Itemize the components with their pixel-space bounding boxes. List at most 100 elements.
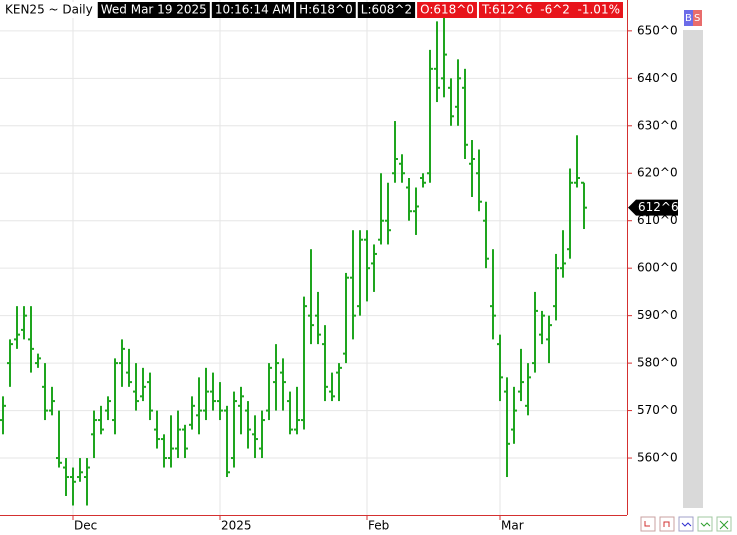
ohlc-bar: [77, 458, 83, 482]
tool-button[interactable]: [697, 516, 713, 532]
icon: [719, 520, 729, 530]
ohlc-bar: [511, 386, 517, 444]
ohlc-bar: [553, 253, 559, 321]
ohlc-bar: [14, 306, 20, 349]
ohlc-bar: [518, 348, 524, 402]
ohlc-bar: [175, 410, 181, 459]
ohlc-bar: [168, 415, 174, 468]
icon: [663, 521, 670, 527]
plot: [0, 0, 627, 515]
ohlc-bar: [210, 372, 216, 411]
ohlc-bar: [364, 230, 370, 302]
last-price-label: 612^6: [638, 200, 679, 214]
ohlc-bar: [427, 49, 433, 183]
ohlc-bar: [329, 372, 335, 402]
y-tick-label: 580^0: [637, 356, 678, 370]
y-tick-label: 590^0: [637, 308, 678, 322]
y-tick-label: 610^0: [637, 213, 678, 227]
icon: [644, 521, 650, 527]
ohlc-bar: [49, 386, 55, 416]
ohlc-bar: [21, 306, 27, 340]
header-item: H:618^0: [299, 3, 353, 17]
ohlc-bar: [301, 296, 307, 430]
ohlc-bar: [455, 59, 461, 126]
ohlc-bar: [539, 310, 545, 345]
ohlc-bar: [182, 424, 188, 459]
ohlc-bar: [490, 249, 496, 340]
ohlc-bar: [504, 377, 510, 478]
ohlc-bar: [343, 272, 349, 364]
ohlc-bar: [581, 181, 587, 230]
ohlc-bar: [217, 382, 223, 421]
y-tick-label: 630^0: [637, 118, 678, 132]
trade-button[interactable]: [693, 10, 702, 26]
ohlc-bar: [119, 339, 125, 387]
ohlc-bar: [161, 434, 167, 468]
ohlc-bar: [392, 121, 398, 183]
ohlc-bar: [322, 325, 328, 402]
trade-button-label: B: [685, 13, 692, 24]
ohlc-bar: [203, 367, 209, 421]
ohlc-bar: [98, 405, 104, 435]
y-tick-label: 640^0: [637, 71, 678, 85]
ohlc-bar: [308, 249, 314, 345]
ohlc-bar: [91, 410, 97, 459]
y-tick-label: 620^0: [637, 166, 678, 180]
scrollbar[interactable]: [683, 30, 703, 508]
ohlc-bar: [469, 140, 475, 197]
header-box: [296, 2, 356, 18]
x-tick-label: 2025: [221, 519, 252, 533]
ohlc-bar: [287, 391, 293, 435]
ohlc-bar: [70, 467, 76, 506]
ohlc-bar: [273, 344, 279, 411]
x-tick-label: Feb: [368, 519, 389, 533]
header-box: [97, 2, 210, 18]
ohlc-bar: [42, 363, 48, 421]
ohlc-bar: [385, 182, 391, 245]
ohlc-bar: [133, 363, 139, 411]
ohlc-bar: [238, 386, 244, 435]
ohlc-bar: [259, 410, 265, 459]
ohlc-bar: [462, 68, 468, 160]
icon: [700, 522, 711, 527]
header-box: [357, 2, 416, 18]
icon: [681, 522, 692, 527]
header-item: Wed Mar 19 2025: [101, 3, 207, 17]
ohlc-bar: [420, 173, 426, 188]
ohlc-bar: [294, 386, 300, 435]
header-box: [417, 2, 477, 18]
ohlc-bar: [35, 353, 41, 368]
last-price-box: [628, 199, 678, 216]
header-item: T:612^6 -6^2 -1.01%: [481, 3, 620, 17]
ohlc-bar: [63, 458, 69, 497]
ohlc-bar: [406, 177, 412, 221]
ohlc-bar: [7, 339, 13, 387]
ohlc-bar: [567, 168, 573, 259]
header-item: KEN25 ~ Daily: [5, 3, 93, 17]
tool-button[interactable]: [659, 516, 675, 532]
ohlc-bar: [357, 230, 363, 316]
tool-button[interactable]: [640, 516, 656, 532]
tool-button[interactable]: [678, 516, 694, 532]
header-item: O:618^0: [420, 3, 474, 17]
header-item: 10:16:14 AM: [215, 3, 291, 17]
y-tick-label: 560^0: [637, 451, 678, 465]
ohlc-bar: [371, 244, 377, 292]
ohlc-bar: [560, 230, 566, 278]
ohlc-bar: [448, 78, 454, 126]
ohlc-bar: [0, 396, 6, 435]
header-box: [211, 2, 295, 18]
ohlc-bar: [378, 173, 384, 245]
ohlc-bar: [196, 377, 202, 435]
ohlc-bar: [497, 334, 503, 402]
ohlc-bar: [56, 410, 62, 468]
trade-button[interactable]: [684, 10, 693, 26]
tool-button[interactable]: [716, 516, 732, 532]
ohlc-bar: [112, 358, 118, 435]
ohlc-bar: [399, 154, 405, 183]
header-box: [478, 2, 623, 18]
ohlc-bar: [336, 363, 342, 402]
ohlc-bar: [224, 405, 230, 478]
ohlc-bar: [315, 291, 321, 345]
